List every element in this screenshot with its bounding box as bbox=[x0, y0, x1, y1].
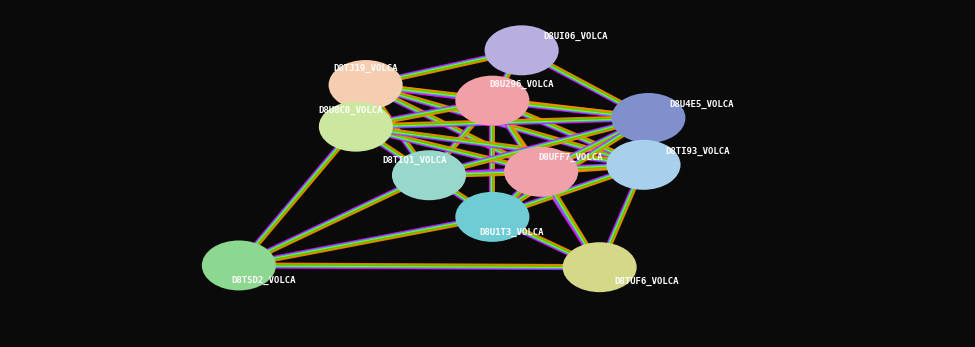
Text: D8UI06_VOLCA: D8UI06_VOLCA bbox=[543, 32, 607, 41]
Ellipse shape bbox=[504, 147, 578, 197]
Text: D8TI93_VOLCA: D8TI93_VOLCA bbox=[665, 147, 729, 156]
Ellipse shape bbox=[202, 240, 276, 290]
Text: D8U1T3_VOLCA: D8U1T3_VOLCA bbox=[480, 228, 544, 237]
Text: D8TSD2_VOLCA: D8TSD2_VOLCA bbox=[231, 276, 295, 285]
Text: D8UFF7_VOLCA: D8UFF7_VOLCA bbox=[538, 153, 603, 162]
Ellipse shape bbox=[319, 102, 393, 152]
Ellipse shape bbox=[329, 60, 403, 110]
Text: D8TIQ1_VOLCA: D8TIQ1_VOLCA bbox=[382, 156, 447, 165]
Text: D8U8C0_VOLCA: D8U8C0_VOLCA bbox=[319, 106, 383, 115]
Text: D8TUF6_VOLCA: D8TUF6_VOLCA bbox=[614, 277, 679, 286]
Ellipse shape bbox=[392, 150, 466, 200]
Ellipse shape bbox=[563, 242, 637, 292]
Ellipse shape bbox=[455, 192, 529, 242]
Text: D8U4E5_VOLCA: D8U4E5_VOLCA bbox=[670, 100, 734, 109]
Ellipse shape bbox=[611, 93, 685, 143]
Ellipse shape bbox=[485, 25, 559, 75]
Ellipse shape bbox=[455, 76, 529, 126]
Text: D8TJ19_VOLCA: D8TJ19_VOLCA bbox=[333, 64, 398, 73]
Ellipse shape bbox=[606, 140, 681, 190]
Text: D8U296_VOLCA: D8U296_VOLCA bbox=[489, 80, 554, 89]
